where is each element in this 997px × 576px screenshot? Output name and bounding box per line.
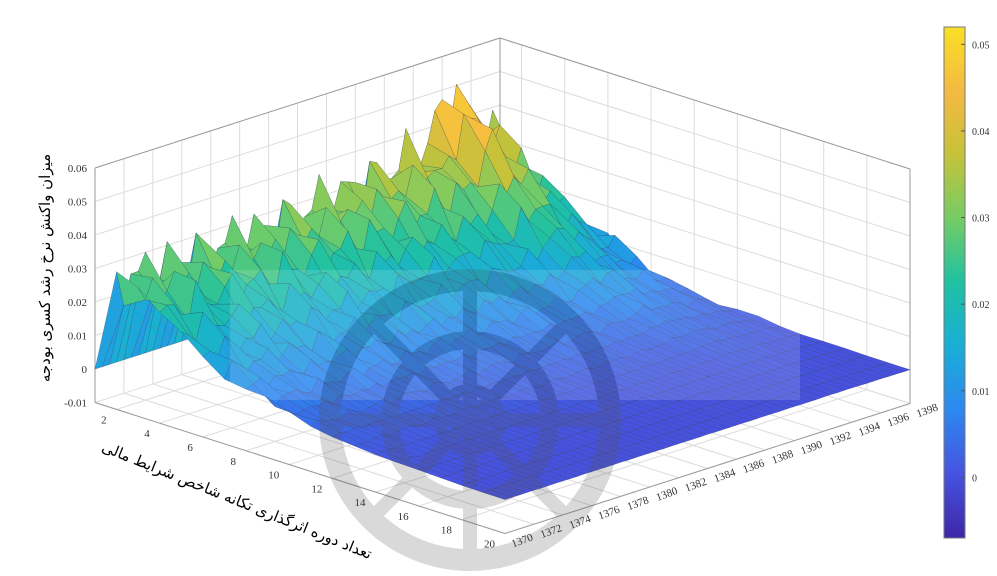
z-tick-label: 0.06 bbox=[68, 163, 88, 175]
y-tick-label: 1398 bbox=[915, 401, 940, 420]
x-tick-label: 20 bbox=[484, 539, 496, 551]
x-tick-label: 8 bbox=[231, 456, 237, 468]
z-gridline-back-right bbox=[499, 71, 911, 203]
axis-box-edge bbox=[94, 402, 506, 534]
y-tick-label: 1396 bbox=[886, 411, 911, 430]
y-gridline-floor bbox=[123, 392, 535, 525]
z-tick-label: -0.01 bbox=[64, 398, 87, 410]
y-tick-label: 1392 bbox=[828, 429, 853, 448]
y-tick-label: 1380 bbox=[655, 485, 680, 504]
x-tick-label: 18 bbox=[441, 525, 453, 537]
x-tick-label: 16 bbox=[398, 511, 410, 523]
z-gridline-back-right bbox=[499, 138, 911, 270]
axis-box-edge bbox=[504, 403, 911, 534]
z-tick-label: 0.05 bbox=[68, 197, 88, 209]
z-tick-label: 0.02 bbox=[68, 297, 87, 309]
y-tick-label: 1388 bbox=[770, 448, 795, 467]
y-tick-label: 1376 bbox=[597, 503, 622, 522]
z-tick-label: 0.01 bbox=[68, 331, 87, 343]
surface-patch bbox=[482, 489, 513, 500]
x-tick-label: 14 bbox=[355, 497, 367, 509]
colorbar-tick-label: 0.02 bbox=[972, 300, 990, 311]
y-tick-label: 1384 bbox=[712, 466, 737, 485]
z-tick-label: 0.03 bbox=[68, 264, 88, 276]
watermark-logo bbox=[230, 269, 800, 571]
axis-box-edge bbox=[499, 37, 911, 170]
x-tick-label: 10 bbox=[268, 470, 280, 482]
z-axis-label: میزان واکنش نرخ رشد کسری بودجه bbox=[36, 154, 54, 382]
y-tick-label: 1386 bbox=[741, 457, 766, 476]
x-tick-label: 12 bbox=[311, 483, 322, 495]
y-tick-label: 1390 bbox=[799, 438, 824, 457]
z-tick-label: 0 bbox=[82, 364, 88, 376]
y-tick-label: 1382 bbox=[683, 476, 708, 495]
z-tick-label: 0.04 bbox=[68, 230, 88, 242]
colorbar-tick-label: 0.05 bbox=[972, 40, 990, 51]
x-tick-label: 4 bbox=[144, 428, 150, 440]
axis-box-edge bbox=[94, 37, 501, 169]
colorbar-gradient bbox=[943, 26, 966, 539]
x-tick-label: 6 bbox=[187, 442, 193, 454]
z-gridline-back-right bbox=[499, 171, 911, 304]
z-gridline-back-right bbox=[499, 104, 911, 237]
colorbar-tick-label: 0.01 bbox=[972, 387, 990, 398]
x-gridline-floor bbox=[461, 389, 867, 521]
colorbar: 0 0.01 0.02 0.03 0.04 0.05 bbox=[943, 26, 990, 539]
y-tick-label: 1378 bbox=[626, 494, 651, 513]
x-tick-label: 2 bbox=[101, 414, 107, 426]
surface-layer bbox=[94, 83, 911, 500]
colorbar-tick-label: 0 bbox=[972, 473, 977, 484]
y-tick-label: 1394 bbox=[857, 420, 882, 439]
colorbar-tick-label: 0.03 bbox=[972, 214, 990, 225]
colorbar-tick-label: 0.04 bbox=[972, 127, 990, 138]
